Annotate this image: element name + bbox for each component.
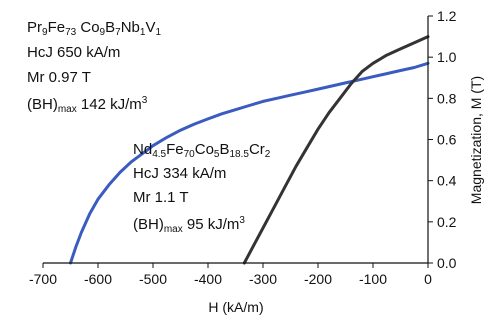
formula-subscript: 4.5	[152, 149, 167, 160]
formula-element: V	[145, 19, 156, 36]
alloy2-formula: Nd4.5Fe70Co5B18.5Cr2	[133, 141, 271, 160]
alloy2-coercivity: HcJ 334 kA/m	[133, 165, 227, 182]
x-tick-label: -400	[194, 271, 222, 287]
x-tick-label: -600	[84, 271, 112, 287]
formula-element: Fe	[166, 141, 184, 158]
formula-element: Pr	[27, 19, 42, 36]
alloy1-coercivity: HcJ 650 kA/m	[27, 44, 121, 61]
series-curves	[69, 35, 430, 265]
formula-element: Nb	[120, 19, 140, 36]
y-tick-label: 0.4	[437, 173, 457, 189]
y-tick-label: 0.0	[437, 255, 457, 271]
x-tick-label: -700	[29, 271, 57, 287]
x-tick-label: -300	[249, 271, 277, 287]
formula-element: Cr	[248, 141, 265, 158]
alloy2-annotation: Nd4.5Fe70Co5B18.5Cr2 HcJ 334 kA/m Mr 1.1…	[133, 141, 271, 235]
x-tick-label: -500	[139, 271, 167, 287]
x-ticks: -700 -600 -500 -400 -300 -200 -100 0	[29, 263, 432, 287]
y-tick-label: 0.8	[437, 90, 457, 106]
formula-subscript: 73	[65, 27, 77, 38]
y-tick-label: 1.0	[437, 49, 457, 65]
formula-subscript: 5	[213, 149, 220, 160]
alloy2-energy-product: (BH)max 95 kJ/m3	[133, 215, 245, 235]
series-line-2	[242, 35, 430, 265]
alloy2-remanence: Mr 1.1 T	[133, 189, 189, 206]
formula-subscript: 70	[183, 149, 195, 160]
alloy1-remanence: Mr 0.97 T	[27, 69, 91, 86]
y-tick-label: 0.2	[437, 214, 457, 230]
x-tick-label: -100	[359, 271, 387, 287]
formula-element: B	[219, 141, 230, 158]
formula-subscript: 1	[155, 27, 162, 38]
alloy1-formula: Pr9Fe73 Co9B7Nb1V1	[27, 19, 162, 38]
formula-element: Co	[194, 141, 214, 158]
formula-element: Co	[76, 19, 100, 36]
formula-subscript: 7	[115, 27, 121, 38]
y-ticks: 0.0 0.2 0.4 0.6 0.8 1.0 1.2	[428, 8, 457, 271]
x-tick-label: -200	[304, 271, 332, 287]
x-axis-label: H (kA/m)	[208, 299, 263, 315]
formula-subscript: 2	[264, 149, 271, 160]
formula-subscript: 9	[99, 27, 106, 38]
y-axis-label: Magnetization, M (T)	[468, 76, 484, 204]
y-tick-label: 0.6	[437, 132, 457, 148]
formula-subscript: 9	[42, 27, 48, 38]
formula-element: B	[105, 19, 116, 36]
formula-subscript: 1	[139, 27, 146, 38]
formula-subscript: 18.5	[229, 149, 249, 160]
y-tick-label: 1.2	[437, 8, 457, 24]
x-tick-label: 0	[424, 271, 432, 287]
alloy1-annotation: Pr9Fe73 Co9B7Nb1V1 HcJ 650 kA/m Mr 0.97 …	[27, 19, 162, 115]
formula-element: Fe	[47, 19, 66, 36]
alloy1-energy-product: (BH)max 142 kJ/m3	[27, 95, 148, 115]
formula-element: Nd	[133, 141, 153, 158]
series-line-1	[69, 61, 430, 265]
